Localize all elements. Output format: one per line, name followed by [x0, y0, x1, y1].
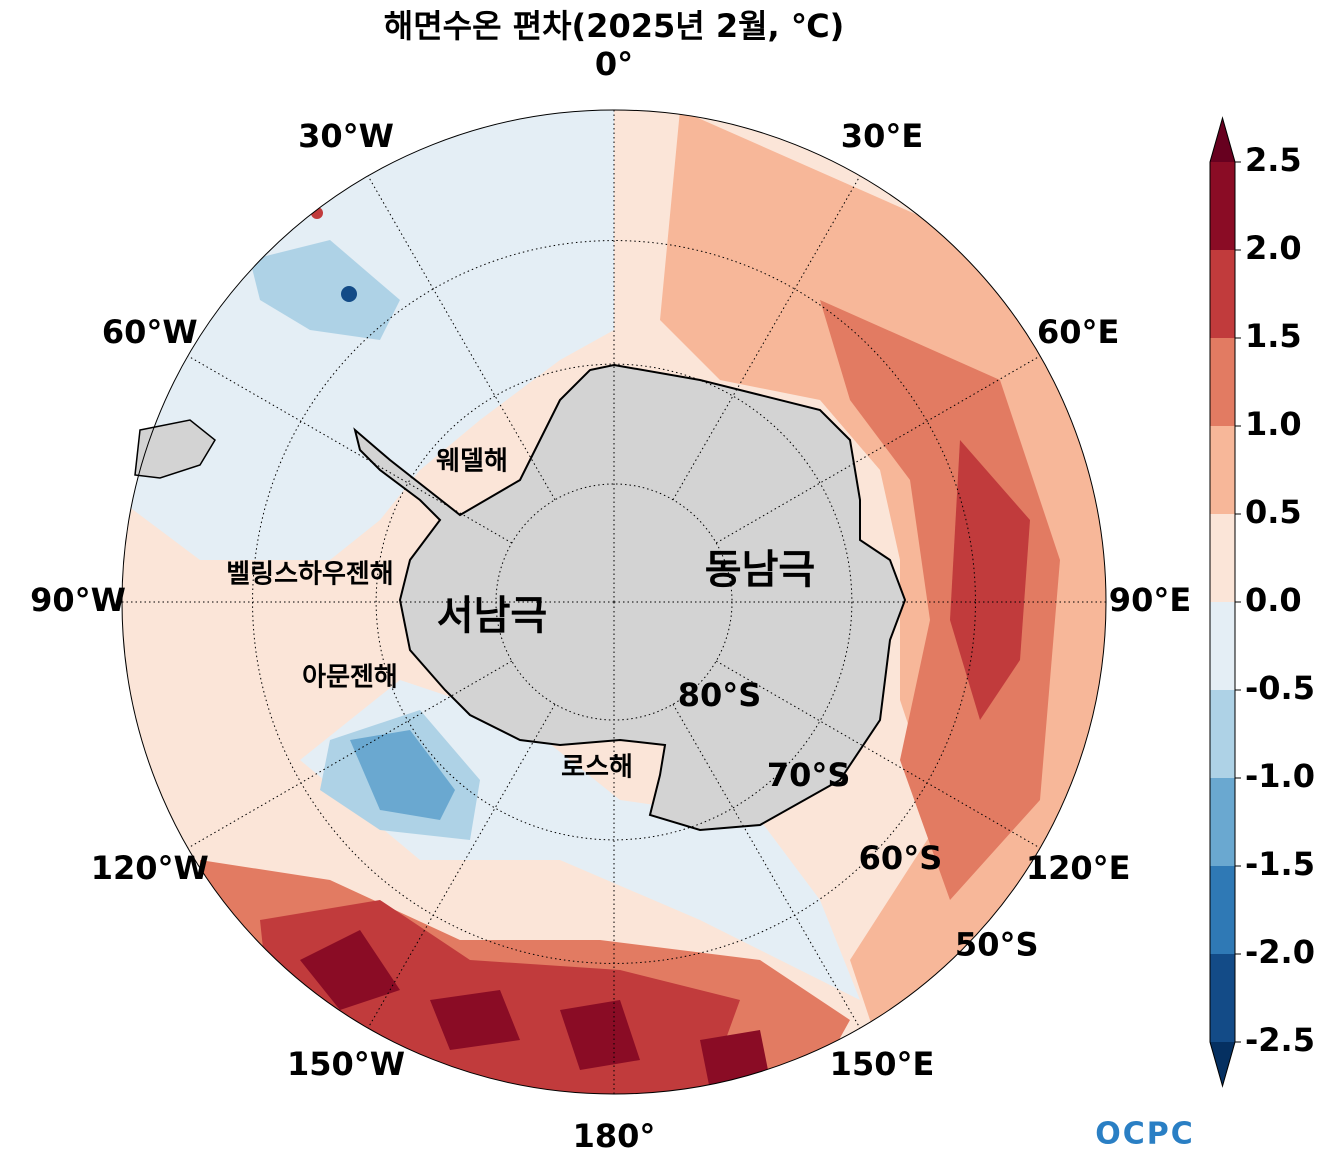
- lon-label: 120°E: [1026, 849, 1131, 887]
- region-label: 동남극: [705, 547, 815, 593]
- lon-label: 30°W: [298, 117, 394, 155]
- colorbar-bin: [1210, 162, 1235, 250]
- colorbar-tick-label: -0.5: [1245, 669, 1315, 707]
- colorbar-bin: [1210, 954, 1235, 1042]
- colorbar-tick-label: -2.5: [1245, 1021, 1315, 1059]
- colorbar-tick-label: -2.0: [1245, 933, 1315, 971]
- colorbar-tick-label: 0.5: [1245, 493, 1302, 531]
- meridian: [187, 355, 513, 544]
- colorbar-bin: [1210, 602, 1235, 690]
- meridian: [367, 703, 556, 1029]
- colorbar-bin: [1210, 338, 1235, 426]
- colorbar-tick-label: 2.0: [1245, 229, 1302, 267]
- meridian: [715, 355, 1041, 544]
- region-label: 벨링스하우젠해: [226, 560, 393, 590]
- colorbar-tick-label: 1.0: [1245, 405, 1302, 443]
- colorbar-extend-high: [1210, 118, 1235, 162]
- colorbar: 2.5 2.0 1.5 1.0 0.5 0.0 -0.5 -1.0 -1.5 -2.0 -2.5: [1209, 116, 1315, 1088]
- meridian: [367, 175, 556, 501]
- colorbar-bin: [1210, 426, 1235, 514]
- meridian: [187, 660, 513, 849]
- lat-label: 80°S: [678, 676, 762, 714]
- lon-label: 150°W: [287, 1045, 405, 1083]
- colorbar-bin: [1210, 778, 1235, 866]
- colorbar-bin: [1210, 514, 1235, 602]
- meridian: [672, 703, 861, 1029]
- lat-label: 70°S: [767, 756, 851, 794]
- meridian: [715, 660, 1041, 849]
- meridian: [672, 175, 861, 501]
- colorbar-extend-low: [1210, 1042, 1235, 1086]
- lon-label: 30°E: [841, 117, 923, 155]
- lon-label: 150°E: [830, 1045, 935, 1083]
- lon-label: 60°W: [102, 313, 198, 351]
- lat-label: 50°S: [955, 926, 1039, 964]
- region-label: 서남극: [437, 593, 547, 639]
- anomaly-field: [122, 110, 1106, 1094]
- lon-label: 180°: [573, 1117, 656, 1155]
- region-label: 아문젠해: [302, 663, 398, 693]
- logo: OCPC: [1095, 1117, 1195, 1152]
- lon-label: 0°: [595, 45, 633, 83]
- colorbar-bin: [1210, 250, 1235, 338]
- colorbar-tick-label: -1.5: [1245, 845, 1315, 883]
- lat-label: 60°S: [859, 839, 943, 877]
- south-america-tip: [134, 419, 216, 479]
- lon-label: 120°W: [91, 849, 209, 887]
- region-label: 로스해: [561, 753, 633, 783]
- colorbar-bin: [1210, 866, 1235, 954]
- lon-label: 90°E: [1109, 581, 1191, 619]
- colorbar-tick-label: -1.0: [1245, 757, 1315, 795]
- region-label: 웨델해: [436, 447, 508, 477]
- graticule: [122, 110, 1106, 1094]
- parallel: [375, 363, 853, 841]
- colorbar-bin: [1210, 690, 1235, 778]
- colorbar-tick-label: 0.0: [1245, 581, 1302, 619]
- map-title: 해면수온 편차(2025년 2월, ℃): [384, 7, 844, 45]
- lon-label: 90°W: [30, 581, 126, 619]
- antarctica: [353, 363, 907, 832]
- colorbar-tick-label: 1.5: [1245, 317, 1302, 355]
- colorbar-tick-label: 2.5: [1245, 141, 1302, 179]
- lon-label: 60°E: [1037, 313, 1119, 351]
